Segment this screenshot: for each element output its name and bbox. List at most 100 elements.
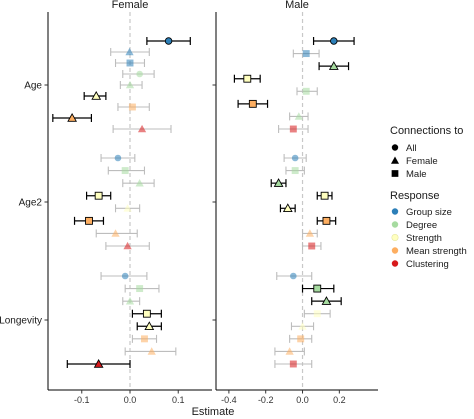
estimate-marker <box>243 74 252 83</box>
estimate-marker <box>135 179 144 187</box>
legend-label: All <box>406 143 417 154</box>
estimate-marker <box>273 178 284 187</box>
data-point <box>114 204 141 213</box>
estimate-marker <box>93 358 104 368</box>
panel-title-male: Male <box>285 0 309 11</box>
data-point <box>311 296 342 306</box>
data-point <box>301 284 335 293</box>
data-point <box>303 309 331 318</box>
legend-shape-triangle <box>391 156 399 164</box>
legend-color-swatch <box>391 234 399 242</box>
estimate-marker <box>125 80 135 89</box>
legend-label: Female <box>406 156 438 167</box>
data-point <box>124 284 160 293</box>
data-point <box>107 166 146 175</box>
legend-color-swatch <box>391 208 399 215</box>
estimate-marker <box>305 229 315 237</box>
data-point <box>85 191 112 200</box>
estimate-marker <box>123 241 132 250</box>
legend-item-mean-strength: Mean strength <box>391 246 467 257</box>
data-point <box>316 191 333 200</box>
panel-male: Male -0.4 -0.2 0.0 0.2 <box>212 0 378 405</box>
estimate-marker <box>248 99 257 108</box>
data-point <box>52 112 93 122</box>
legend-shape-square <box>391 170 399 177</box>
legend-color-swatch <box>391 221 399 228</box>
data-point <box>301 242 322 250</box>
data-point <box>301 229 318 238</box>
legend-item-degree: Degree <box>391 220 437 231</box>
data-point <box>316 216 337 225</box>
data-point <box>117 103 150 111</box>
estimate-marker <box>290 272 297 280</box>
data-point <box>112 124 172 133</box>
x-tick-label: -0.1 <box>74 395 90 405</box>
estimate-marker <box>147 347 156 355</box>
data-point <box>290 322 315 331</box>
estimate-marker <box>141 335 148 343</box>
data-point <box>146 37 191 45</box>
estimate-marker <box>125 47 134 56</box>
estimate-marker <box>125 297 135 305</box>
data-point <box>110 47 150 56</box>
data-point <box>119 80 143 89</box>
estimate-marker <box>302 50 310 58</box>
data-point <box>312 37 355 45</box>
legend-color-swatch <box>391 247 399 254</box>
legend: Connections to All Female Male Response Group… <box>390 125 467 270</box>
x-tick-label: 0.2 <box>333 395 346 405</box>
x-axis-title: Estimate <box>192 406 235 418</box>
panel-female: Female -0.1 0.0 0.1 Age Age2 Longevity <box>0 0 212 405</box>
estimate-marker <box>321 296 332 305</box>
data-point <box>83 90 107 100</box>
estimate-marker <box>111 229 120 237</box>
estimate-marker <box>328 61 339 70</box>
estimate-marker <box>67 112 78 122</box>
data-point <box>105 241 150 250</box>
estimate-marker <box>164 37 173 45</box>
panel-title-female: Female <box>112 0 149 11</box>
y-label-age: Age <box>24 81 42 92</box>
data-point <box>114 59 146 67</box>
data-point <box>95 229 138 238</box>
legend-shape-circle <box>391 144 399 151</box>
data-point <box>136 321 162 331</box>
estimate-marker <box>91 90 102 100</box>
legend-title-connections: Connections to <box>390 125 463 137</box>
data-point <box>122 70 155 78</box>
data-point <box>122 179 155 188</box>
data-point <box>283 154 307 162</box>
estimate-marker <box>313 310 321 318</box>
estimate-marker <box>282 203 293 213</box>
data-point <box>122 297 141 306</box>
estimate-marker <box>136 285 144 293</box>
estimate-marker <box>142 309 151 318</box>
legend-label: Male <box>406 169 427 180</box>
data-point <box>278 125 309 133</box>
data-point <box>270 178 287 188</box>
estimate-marker <box>291 167 299 175</box>
estimate-marker <box>123 204 132 212</box>
estimate-marker <box>121 272 129 280</box>
estimate-marker <box>322 216 331 225</box>
data-point <box>274 360 313 368</box>
estimate-marker <box>285 347 294 355</box>
x-tick-label: 0.0 <box>124 395 137 405</box>
legend-label: Clustering <box>406 259 449 270</box>
data-point <box>296 87 318 96</box>
data-point <box>233 74 261 83</box>
estimate-marker <box>136 70 143 78</box>
estimate-marker <box>85 216 93 225</box>
estimate-marker <box>291 154 299 162</box>
estimate-marker <box>297 335 305 343</box>
x-tick-label: 0.1 <box>172 395 185 405</box>
legend-color-swatch <box>391 260 399 267</box>
estimate-marker <box>126 59 134 67</box>
data-point <box>285 166 305 175</box>
legend-item-male: Male <box>391 169 427 180</box>
legend-title-response: Response <box>390 190 440 202</box>
legend-label: Degree <box>406 220 437 231</box>
estimate-marker <box>144 321 155 331</box>
estimate-marker <box>320 191 329 200</box>
